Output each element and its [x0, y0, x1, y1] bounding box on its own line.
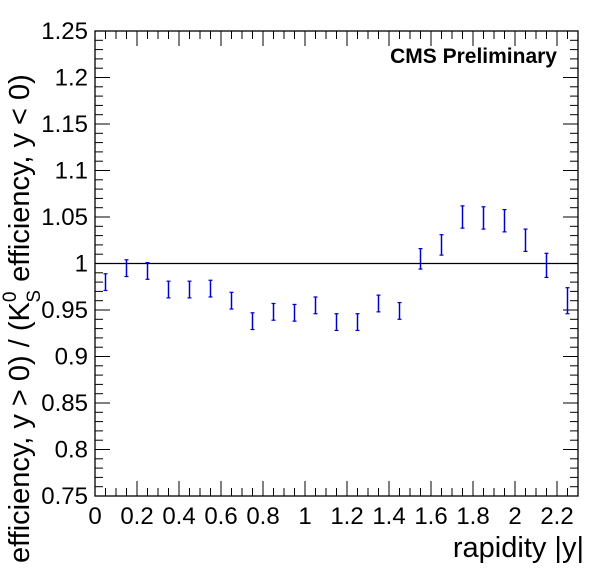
- x-tick-label: 1.2: [330, 503, 363, 530]
- data-point: [166, 280, 171, 299]
- data-point: [502, 208, 507, 233]
- y-tick-label: 1.1: [55, 158, 88, 185]
- data-point: [187, 280, 192, 299]
- x-tick-label: 2.2: [540, 503, 573, 530]
- plot-frame: [94, 30, 579, 497]
- cms-preliminary-label: CMS Preliminary: [390, 45, 557, 68]
- y-tick-label: 0.75: [41, 483, 88, 510]
- data-point: [292, 303, 297, 322]
- x-tick-label: 0.4: [162, 503, 195, 530]
- data-point: [103, 273, 108, 292]
- x-tick-label: 0.2: [120, 503, 153, 530]
- y-tick-label: 1.05: [41, 204, 88, 231]
- x-tick-label: 0: [88, 503, 101, 530]
- x-tick-label: 1.4: [372, 503, 405, 530]
- data-point: [418, 248, 423, 270]
- data-point: [229, 291, 234, 310]
- data-point: [271, 302, 276, 321]
- data-point: [208, 279, 213, 298]
- y-tick-label: 0.8: [55, 437, 88, 464]
- y-tick-label: 1.2: [55, 65, 88, 92]
- y-axis-title-suffix: efficiency, y < 0): [4, 74, 36, 290]
- y-axis-title: efficiency, y > 0) / (K0 S efficiency, y …: [0, 74, 45, 563]
- y-tick-label: 0.95: [41, 297, 88, 324]
- data-point: [397, 301, 402, 320]
- data-point: [355, 313, 360, 332]
- y-axis-title-superscript: 0: [0, 292, 21, 303]
- y-tick-label: 0.9: [55, 344, 88, 371]
- y-axis-title-subscript: S: [24, 290, 45, 303]
- x-tick-label: 2: [508, 503, 521, 530]
- x-tick-label: 1.8: [456, 503, 489, 530]
- data-point: [334, 313, 339, 332]
- y-tick-label: 1.25: [41, 18, 88, 45]
- data-point: [376, 294, 381, 313]
- data-point: [124, 259, 129, 278]
- axis-ticks: [94, 30, 579, 497]
- data-point: [250, 312, 255, 331]
- data-point: [523, 228, 528, 253]
- x-tick-label: 1.6: [414, 503, 447, 530]
- data-point: [565, 287, 570, 315]
- y-tick-label: 1: [75, 251, 88, 278]
- tick-labels: 0 0.2 0.4 0.6 0.8 1 1.2 1.4 1.6 1.8 2 2.2 0.75 0.8 0.8…: [41, 18, 573, 530]
- x-tick-label: 0.6: [204, 503, 237, 530]
- data-point: [544, 252, 549, 279]
- y-tick-label: 0.85: [41, 390, 88, 417]
- data-point: [313, 296, 318, 315]
- data-points: [103, 205, 570, 332]
- y-tick-label: 1.15: [41, 111, 88, 138]
- data-point: [460, 205, 465, 229]
- data-point: [145, 261, 150, 280]
- x-tick-label: 0.8: [246, 503, 279, 530]
- data-point: [481, 206, 486, 230]
- x-axis-title: rapidity |y|: [453, 532, 584, 564]
- data-point: [439, 234, 444, 256]
- y-axis-title-prefix: efficiency, y > 0) / (K: [4, 302, 36, 563]
- x-tick-label: 1: [298, 503, 311, 530]
